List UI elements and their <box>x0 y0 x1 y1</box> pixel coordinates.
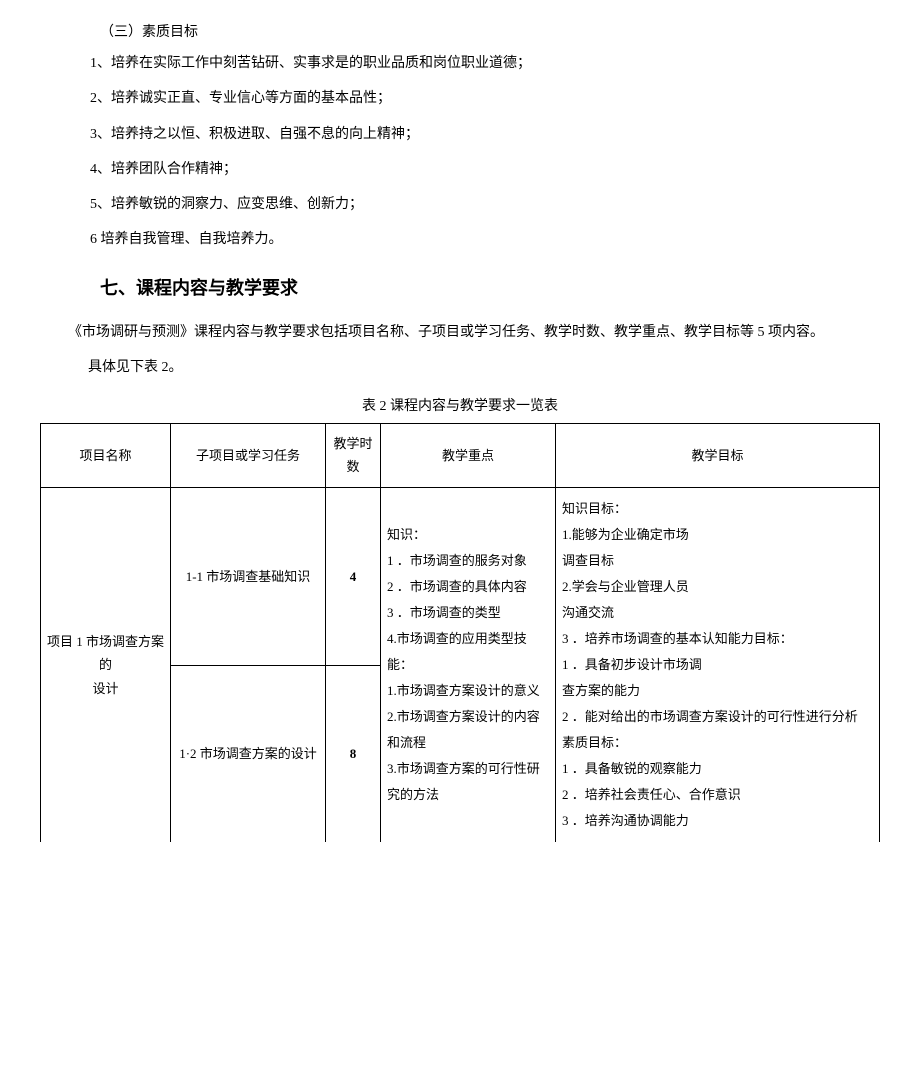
cell-hours: 4 <box>326 487 381 665</box>
list-item: 3、培养持之以恒、积极进取、自强不息的向上精神； <box>90 122 880 147</box>
cell-hours: 8 <box>326 666 381 842</box>
name-line: 设计 <box>47 677 164 700</box>
list-item: 6 培养自我管理、自我培养力。 <box>90 227 880 252</box>
subsection-title: （三）素质目标 <box>100 20 880 45</box>
table-row: 项目 1 市场调查方案 的 设计 1-1 市场调查基础知识 4 知识：1 ．市场… <box>41 487 880 665</box>
header-task: 子项目或学习任务 <box>171 424 326 488</box>
cell-project-name: 项目 1 市场调查方案 的 设计 <box>41 487 171 842</box>
header-hours: 教学时数 <box>326 424 381 488</box>
cell-focus: 知识：1 ．市场调查的服务对象2 ．市场调查的具体内容3 ．市场调查的类型4.市… <box>381 487 556 842</box>
header-focus: 教学重点 <box>381 424 556 488</box>
table-caption: 表 2 课程内容与教学要求一览表 <box>40 394 880 419</box>
list-item: 2、培养诚实正直、专业信心等方面的基本品性； <box>90 86 880 111</box>
list-item: 4、培养团队合作精神； <box>90 157 880 182</box>
course-table: 项目名称 子项目或学习任务 教学时数 教学重点 教学目标 项目 1 市场调查方案… <box>40 423 880 842</box>
cell-subtask: 1-1 市场调查基础知识 <box>171 487 326 665</box>
paragraph: 具体见下表 2。 <box>88 355 880 380</box>
name-line: 的 <box>47 653 164 676</box>
header-goal: 教学目标 <box>556 424 880 488</box>
paragraph: 《市场调研与预测》课程内容与教学要求包括项目名称、子项目或学习任务、教学时数、教… <box>40 319 880 347</box>
cell-subtask: 1·2 市场调查方案的设计 <box>171 666 326 842</box>
cell-goal: 知识目标：1.能够为企业确定市场调查目标2.学会与企业管理人员沟通交流3 ．培养… <box>556 487 880 842</box>
list-item: 1、培养在实际工作中刻苦钻研、实事求是的职业品质和岗位职业道德； <box>90 51 880 76</box>
table-header-row: 项目名称 子项目或学习任务 教学时数 教学重点 教学目标 <box>41 424 880 488</box>
name-line: 项目 1 市场调查方案 <box>47 630 164 653</box>
list-item: 5、培养敏锐的洞察力、应变思维、创新力； <box>90 192 880 217</box>
header-name: 项目名称 <box>41 424 171 488</box>
section-heading: 七、课程内容与教学要求 <box>100 272 880 304</box>
